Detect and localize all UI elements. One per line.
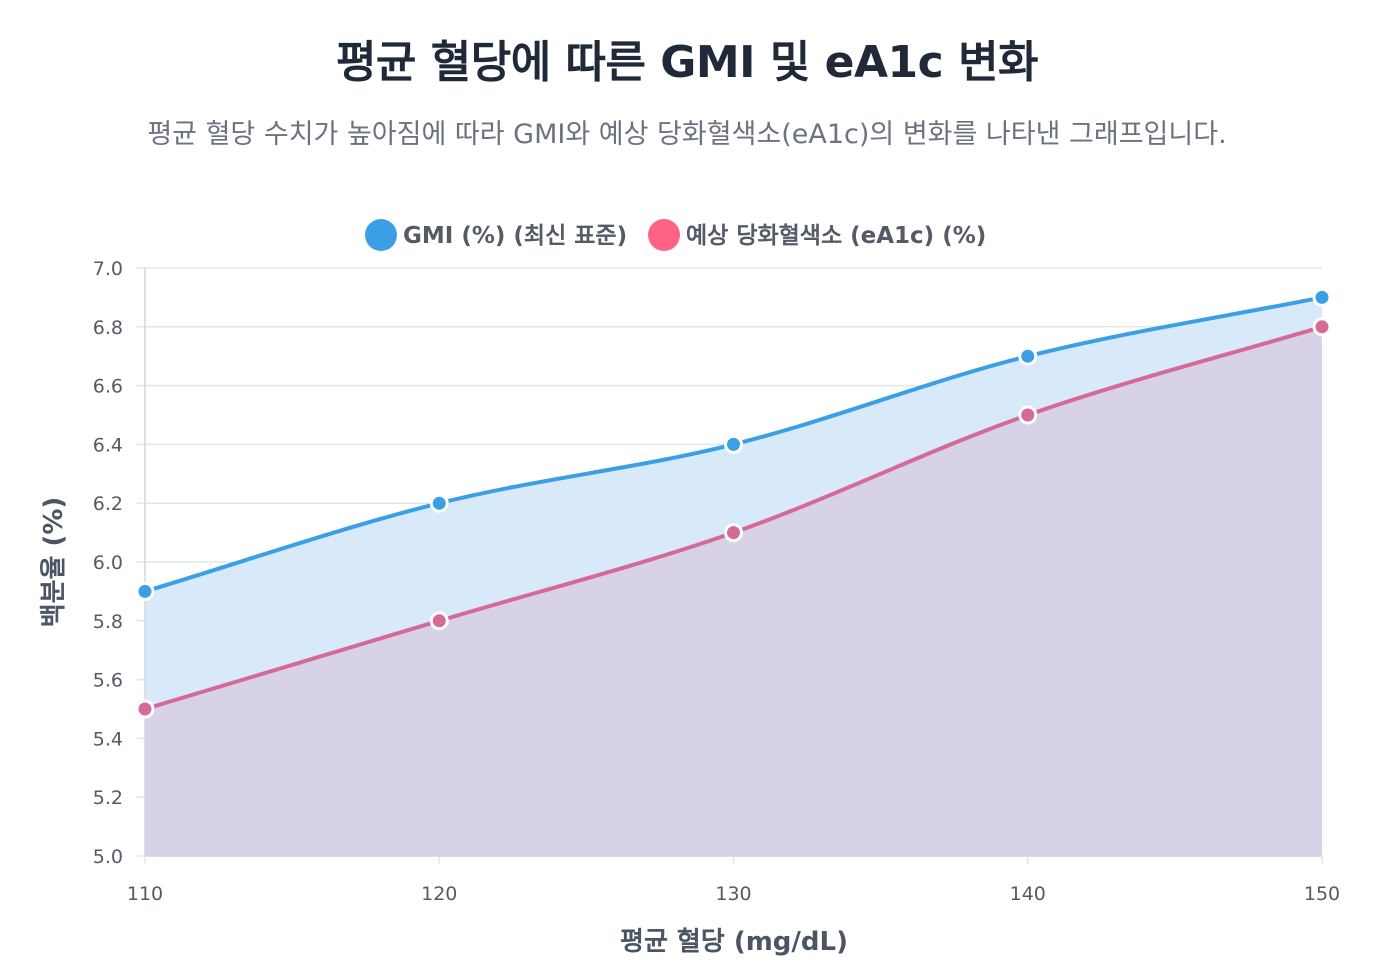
- data-point[interactable]: [429, 611, 449, 631]
- x-tick-label: 130: [715, 883, 751, 905]
- y-tick-label: 6.0: [93, 552, 123, 574]
- y-tick-label: 6.4: [93, 434, 123, 456]
- x-axis-title: 평균 혈당 (mg/dL): [620, 927, 848, 957]
- y-tick-label: 5.2: [93, 787, 123, 809]
- legend-label-ea1c[interactable]: 예상 당화혈색소 (eA1c) (%): [686, 223, 986, 249]
- series-area-1: [145, 326, 1322, 856]
- data-point[interactable]: [1018, 405, 1038, 425]
- data-point[interactable]: [135, 699, 155, 719]
- legend[interactable]: GMI (%) (최신 표준) 예상 당화혈색소 (eA1c) (%): [365, 219, 986, 251]
- y-tick-label: 5.6: [93, 670, 123, 692]
- x-tick-label: 110: [127, 883, 163, 905]
- axis-layer: [144, 268, 1322, 857]
- y-tick-label: 5.4: [93, 728, 123, 750]
- data-point[interactable]: [1312, 287, 1332, 307]
- x-tick-labels: 110 120 130 140 150: [127, 883, 1340, 905]
- fill-layer: [145, 297, 1322, 856]
- data-point[interactable]: [724, 434, 743, 454]
- page-subtitle: 평균 혈당 수치가 높아짐에 따라 GMI와 예상 당화혈색소(eA1c)의 변…: [147, 119, 1227, 150]
- data-point[interactable]: [1018, 346, 1038, 366]
- y-tick-label: 5.0: [93, 846, 123, 868]
- data-point[interactable]: [429, 493, 449, 513]
- point-layer: [135, 287, 1332, 719]
- data-point[interactable]: [1312, 317, 1332, 337]
- y-tick-label: 5.8: [93, 611, 123, 633]
- data-point[interactable]: [135, 581, 155, 601]
- x-tick-label: 140: [1010, 883, 1046, 905]
- legend-swatch-ea1c: [648, 219, 680, 251]
- x-tick-label: 150: [1304, 883, 1340, 905]
- y-tick-label: 6.2: [93, 493, 123, 515]
- y-tick-label: 7.0: [93, 258, 123, 280]
- legend-swatch-gmi: [365, 219, 397, 251]
- y-axis-title: 백분율 (%): [39, 497, 69, 628]
- legend-label-gmi[interactable]: GMI (%) (최신 표준): [403, 223, 627, 249]
- y-tick-label: 6.6: [93, 376, 123, 398]
- x-tick-label: 120: [421, 883, 457, 905]
- y-tick-label: 6.8: [93, 317, 123, 339]
- page-title: 평균 혈당에 따른 GMI 및 eA1c 변화: [335, 37, 1039, 88]
- y-tick-labels: 5.0 5.2 5.4 5.6 5.8 6.0 6.2 6.4 6.6 6.8 7.0: [93, 258, 123, 868]
- data-point[interactable]: [724, 523, 743, 543]
